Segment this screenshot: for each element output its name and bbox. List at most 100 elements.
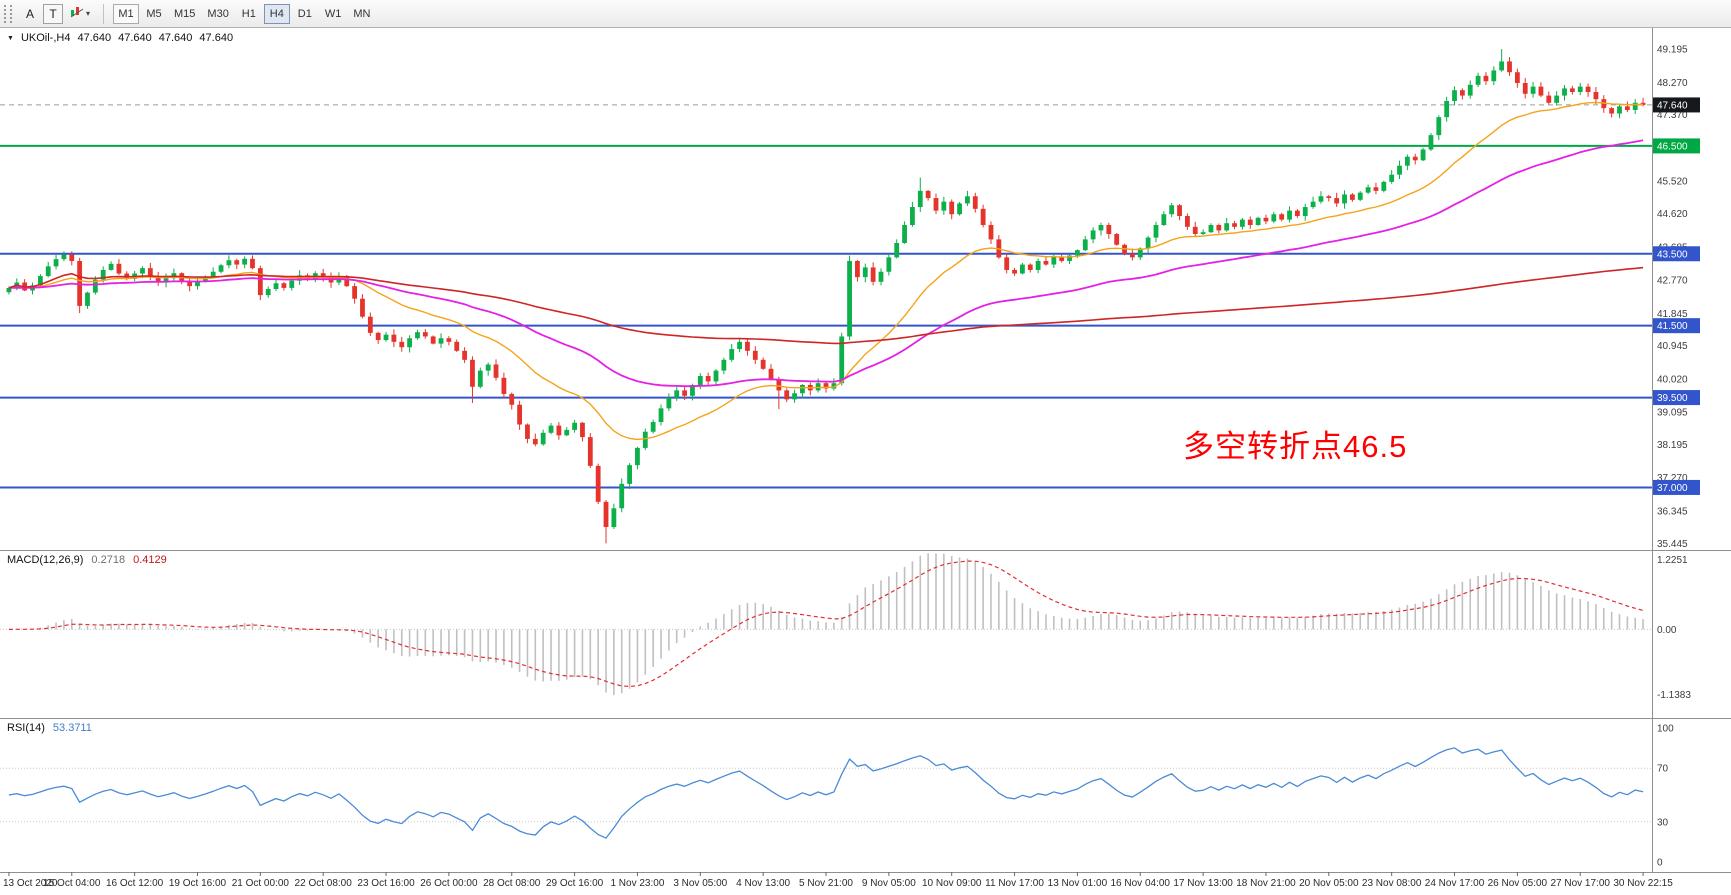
svg-text:22 Oct 08:00: 22 Oct 08:00 xyxy=(295,878,353,889)
timeframe-button-m1[interactable]: M1 xyxy=(113,3,140,24)
ma-medium xyxy=(8,139,1644,388)
collapse-icon[interactable]: ▼ xyxy=(7,34,14,42)
macd-header: MACD(12,26,9) 0.2718 0.4129 xyxy=(7,554,167,566)
svg-text:0: 0 xyxy=(1657,858,1663,869)
svg-text:29 Oct 16:00: 29 Oct 16:00 xyxy=(546,878,604,889)
svg-text:47.640: 47.640 xyxy=(1657,100,1688,111)
text-tool-button[interactable]: T xyxy=(43,3,63,24)
chart-ohlc-info: ▼ UKOil-,H4 47.640 47.640 47.640 47.640 xyxy=(7,32,233,44)
toolbar: A T ▾ M1 M5 M15 M30 H1 H4 D1 W1 MN xyxy=(0,0,1731,28)
timeframe-button-h1[interactable]: H1 xyxy=(236,4,262,24)
svg-text:23 Nov 08:00: 23 Nov 08:00 xyxy=(1362,878,1422,889)
price-pane xyxy=(0,49,1652,544)
svg-text:18 Nov 21:00: 18 Nov 21:00 xyxy=(1236,878,1296,889)
rsi-label: RSI(14) xyxy=(7,722,45,734)
svg-text:46.500: 46.500 xyxy=(1657,141,1688,152)
svg-text:38.195: 38.195 xyxy=(1657,440,1688,451)
timeframe-group: M1 M5 M15 M30 H1 H4 D1 W1 MN xyxy=(113,3,375,24)
svg-text:13 Nov 01:00: 13 Nov 01:00 xyxy=(1048,878,1108,889)
svg-text:41.500: 41.500 xyxy=(1657,321,1688,332)
svg-text:28 Oct 08:00: 28 Oct 08:00 xyxy=(483,878,541,889)
indicator-chart-icon xyxy=(70,6,84,21)
svg-text:1 Nov 23:00: 1 Nov 23:00 xyxy=(610,878,664,889)
ma-fast xyxy=(8,101,1644,441)
ohlc-close: 47.640 xyxy=(199,32,234,44)
ma-slow xyxy=(8,266,1644,345)
price-tag xyxy=(1653,97,1700,113)
macd-signal-line xyxy=(8,560,1644,688)
svg-text:44.620: 44.620 xyxy=(1657,209,1688,220)
svg-text:5 Nov 21:00: 5 Nov 21:00 xyxy=(799,878,853,889)
svg-text:15 Oct 04:00: 15 Oct 04:00 xyxy=(43,878,101,889)
annotation-text[interactable]: 多空转折点46.5 xyxy=(1183,429,1408,464)
rsi-value: 53.3711 xyxy=(52,722,92,734)
rsi-line xyxy=(8,747,1644,839)
svg-text:40.020: 40.020 xyxy=(1657,374,1688,385)
symbol-label: UKOil-,H4 xyxy=(20,32,71,44)
svg-text:4 Nov 13:00: 4 Nov 13:00 xyxy=(736,878,790,889)
ohlc-high: 47.640 xyxy=(118,32,152,44)
svg-text:11 Nov 17:00: 11 Nov 17:00 xyxy=(985,878,1044,889)
svg-text:39.095: 39.095 xyxy=(1657,408,1688,419)
svg-text:3 Nov 05:00: 3 Nov 05:00 xyxy=(673,878,727,889)
toolbar-drag-handle[interactable] xyxy=(4,4,12,23)
svg-text:16 Nov 04:00: 16 Nov 04:00 xyxy=(1111,878,1171,889)
svg-text:20 Nov 05:00: 20 Nov 05:00 xyxy=(1299,878,1359,889)
macd-pane xyxy=(0,553,1652,696)
svg-text:17 Nov 13:00: 17 Nov 13:00 xyxy=(1173,878,1233,889)
indicators-button[interactable]: ▾ xyxy=(66,4,94,24)
price-tag xyxy=(1653,138,1700,154)
timeframe-button-d1[interactable]: D1 xyxy=(292,4,318,24)
ohlc-open: 47.640 xyxy=(77,32,112,44)
macd-label: MACD(12,26,9) xyxy=(7,554,84,566)
svg-text:26 Nov 05:00: 26 Nov 05:00 xyxy=(1488,878,1548,889)
svg-text:49.195: 49.195 xyxy=(1657,45,1688,56)
chevron-down-icon: ▾ xyxy=(86,9,91,18)
macd-main-value: 0.2718 xyxy=(91,554,126,566)
svg-text:26 Oct 00:00: 26 Oct 00:00 xyxy=(420,878,478,889)
svg-text:35.445: 35.445 xyxy=(1657,539,1688,550)
macd-signal-value: 0.4129 xyxy=(133,554,167,566)
svg-text:100: 100 xyxy=(1657,724,1674,735)
svg-text:1.2251: 1.2251 xyxy=(1657,555,1688,566)
timeframe-button-m15[interactable]: M15 xyxy=(169,4,200,24)
svg-text:40.945: 40.945 xyxy=(1657,341,1688,352)
timeframe-button-w1[interactable]: W1 xyxy=(320,4,347,24)
svg-text:9 Nov 05:00: 9 Nov 05:00 xyxy=(862,878,916,889)
svg-text:37.270: 37.270 xyxy=(1657,473,1688,484)
timeframe-button-m5[interactable]: M5 xyxy=(141,4,167,24)
svg-text:47.370: 47.370 xyxy=(1657,110,1688,121)
timeframe-button-h4[interactable]: H4 xyxy=(263,3,290,24)
text-label-button[interactable]: A xyxy=(20,4,40,24)
svg-text:41.845: 41.845 xyxy=(1657,309,1688,320)
toolbar-separator xyxy=(103,3,105,24)
ohlc-low: 47.640 xyxy=(158,32,193,44)
timeframe-button-m30[interactable]: M30 xyxy=(202,4,233,24)
svg-text:37.000: 37.000 xyxy=(1657,483,1688,494)
price-axis: 49.19548.27047.37045.52044.62043.68542.7… xyxy=(1653,45,1700,869)
svg-text:36.345: 36.345 xyxy=(1657,506,1688,517)
rsi-header: RSI(14) 53.3711 xyxy=(7,722,92,734)
price-tag xyxy=(1653,479,1700,495)
price-tag xyxy=(1653,390,1700,406)
svg-text:42.770: 42.770 xyxy=(1657,276,1688,287)
svg-text:13 Oct 2020: 13 Oct 2020 xyxy=(3,878,58,889)
svg-text:-1.1383: -1.1383 xyxy=(1657,690,1691,701)
svg-text:19 Oct 16:00: 19 Oct 16:00 xyxy=(169,878,227,889)
svg-text:10 Nov 09:00: 10 Nov 09:00 xyxy=(922,878,982,889)
macd-histogram xyxy=(15,553,1644,696)
svg-text:27 Nov 17:00: 27 Nov 17:00 xyxy=(1550,878,1610,889)
svg-text:21 Oct 00:00: 21 Oct 00:00 xyxy=(232,878,290,889)
svg-text:48.270: 48.270 xyxy=(1657,78,1688,89)
svg-text:30: 30 xyxy=(1657,817,1669,828)
svg-text:45.520: 45.520 xyxy=(1657,177,1688,188)
svg-text:30 Nov 22:15: 30 Nov 22:15 xyxy=(1613,878,1673,889)
timeframe-button-mn[interactable]: MN xyxy=(348,4,375,24)
svg-text:0.00: 0.00 xyxy=(1657,625,1677,636)
svg-text:70: 70 xyxy=(1657,764,1669,775)
svg-text:23 Oct 16:00: 23 Oct 16:00 xyxy=(357,878,415,889)
price-tag xyxy=(1653,318,1700,334)
svg-text:16 Oct 12:00: 16 Oct 12:00 xyxy=(106,878,164,889)
